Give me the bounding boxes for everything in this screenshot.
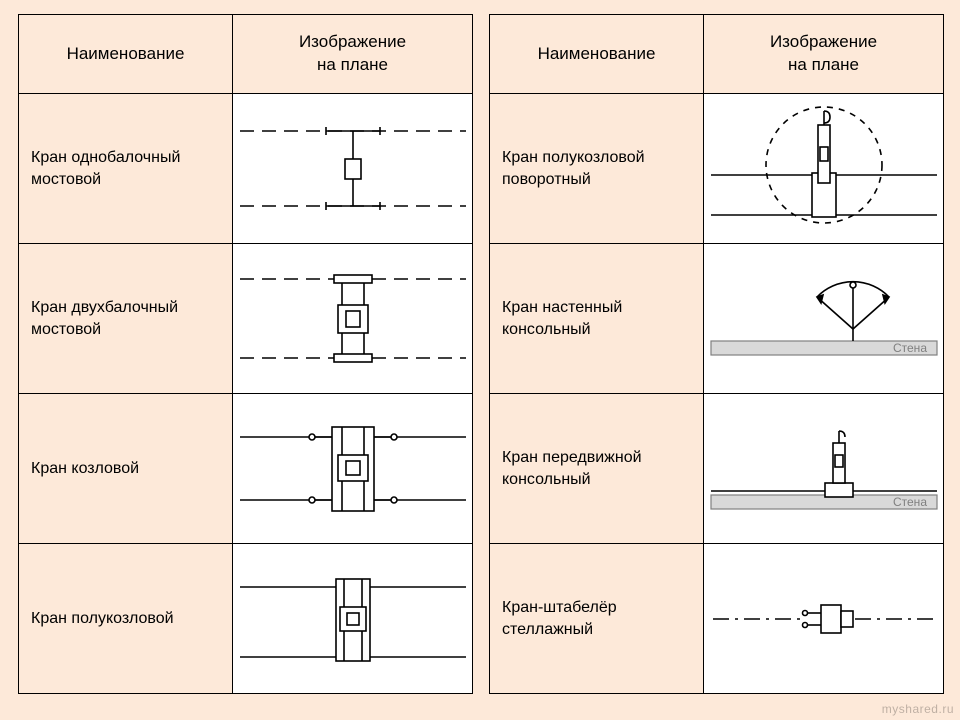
table-row: Кран козловой [19,394,473,544]
header-name: Наименование [490,15,704,94]
figure-cell [704,544,944,694]
figure-cell [233,244,473,394]
wall-label: Стена [892,495,926,509]
name-cell: Кран двухбалочный мостовой [19,244,233,394]
name-cell: Кран передвижной консольный [490,394,704,544]
figure-cell: Стена [704,394,944,544]
figure-cell [704,94,944,244]
name-cell: Кран полукозловой поворотный [490,94,704,244]
figure-cell [233,394,473,544]
header-row: Наименование Изображение на плане [19,15,473,94]
symbol-dvuhbal [234,245,472,392]
symbol-shtabeler [705,545,943,692]
table-row: Кран полукозловой [19,544,473,694]
name-cell: Кран полукозловой [19,544,233,694]
symbol-polukoz-povorot [705,95,943,242]
table-row: Кран однобалочный мостовой [19,94,473,244]
figure-cell [233,544,473,694]
symbol-nasten-konsol: Стена [705,245,943,392]
name-cell: Кран-штабелёр стеллажный [490,544,704,694]
header-image: Изображение на плане [233,15,473,94]
symbol-kozlovoy [234,395,472,542]
figure-cell [233,94,473,244]
table-row: Кран полукозловой поворотный [490,94,944,244]
figure-cell: Стена [704,244,944,394]
table-row: Кран настенный консольный Стена [490,244,944,394]
table-row: Кран-штабелёр стеллажный [490,544,944,694]
name-cell: Кран однобалочный мостовой [19,94,233,244]
symbol-peredv-konsol: Стена [705,395,943,542]
name-cell: Кран козловой [19,394,233,544]
watermark: myshared.ru [882,702,954,716]
table-row: Кран передвижной консольный Стена [490,394,944,544]
table-right: Наименование Изображение на плане Кран п… [489,14,944,694]
page: Наименование Изображение на плане Кран о… [0,0,960,720]
header-name: Наименование [19,15,233,94]
symbol-polukoz [234,545,472,692]
name-cell: Кран настенный консольный [490,244,704,394]
table-row: Кран двухбалочный мостовой [19,244,473,394]
header-image: Изображение на плане [704,15,944,94]
header-row: Наименование Изображение на плане [490,15,944,94]
wall-label: Стена [892,341,926,355]
symbol-odnobal [234,95,472,242]
table-left: Наименование Изображение на плане Кран о… [18,14,473,694]
